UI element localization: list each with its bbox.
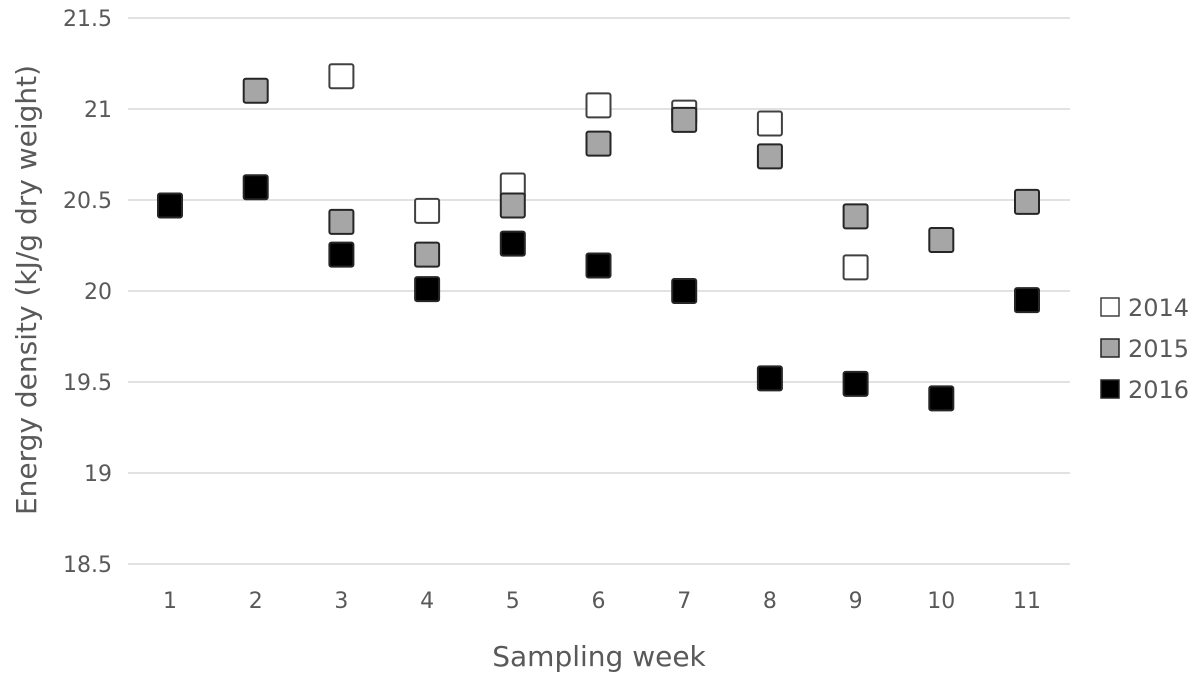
data-point-2016 bbox=[1014, 287, 1040, 314]
x-tick-label: 10 bbox=[927, 589, 955, 614]
legend-label: 2014 bbox=[1128, 294, 1189, 322]
data-point-2016 bbox=[842, 370, 869, 397]
legend-marker-2016 bbox=[1100, 379, 1120, 399]
data-point-2015 bbox=[756, 143, 783, 170]
data-point-2016 bbox=[157, 192, 183, 219]
y-tick-label: 20.5 bbox=[63, 189, 112, 214]
data-point-2015 bbox=[585, 130, 612, 157]
data-point-2014 bbox=[842, 254, 869, 281]
data-point-2015 bbox=[242, 77, 269, 104]
data-point-2016 bbox=[928, 385, 955, 412]
data-point-2015 bbox=[1014, 188, 1040, 215]
data-points bbox=[157, 63, 1040, 412]
data-point-2015 bbox=[499, 192, 526, 219]
x-tick-label: 4 bbox=[420, 589, 434, 614]
x-tick-label: 7 bbox=[677, 589, 691, 614]
x-axis-title: Sampling week bbox=[492, 640, 706, 673]
x-tick-label: 3 bbox=[334, 589, 348, 614]
x-tick-label: 6 bbox=[592, 589, 606, 614]
y-tick-label: 18.5 bbox=[63, 553, 112, 578]
data-point-2015 bbox=[328, 208, 355, 235]
x-tick-label: 11 bbox=[1013, 589, 1041, 614]
data-point-2016 bbox=[328, 241, 355, 268]
y-tick-label: 19.5 bbox=[63, 371, 112, 396]
y-tick-label: 20 bbox=[84, 280, 112, 305]
data-point-2015 bbox=[842, 203, 869, 230]
data-point-2015 bbox=[671, 106, 698, 133]
data-point-2014 bbox=[328, 63, 355, 90]
data-point-2016 bbox=[585, 252, 612, 279]
legend-marker-2015 bbox=[1100, 338, 1120, 358]
data-point-2016 bbox=[671, 278, 698, 304]
data-point-2016 bbox=[756, 365, 783, 392]
legend-label: 2015 bbox=[1128, 335, 1189, 363]
y-tick-label: 21 bbox=[84, 98, 112, 123]
data-point-2014 bbox=[585, 92, 612, 119]
y-axis-title: Energy density (kJ/g dry weight) bbox=[10, 65, 43, 515]
x-tick-label: 5 bbox=[506, 589, 520, 614]
data-point-2016 bbox=[414, 276, 441, 303]
x-tick-label: 8 bbox=[763, 589, 777, 614]
data-point-2014 bbox=[756, 110, 783, 137]
data-point-2015 bbox=[414, 241, 441, 268]
y-tick-label: 19 bbox=[84, 462, 112, 487]
y-axis-ticks: 18.5 19 19.5 20 20.5 21 21.5 bbox=[63, 7, 112, 578]
x-tick-label: 1 bbox=[163, 589, 177, 614]
y-tick-label: 21.5 bbox=[63, 7, 112, 32]
data-point-2015 bbox=[928, 227, 955, 254]
data-point-2016 bbox=[499, 230, 526, 257]
legend-marker-2014 bbox=[1100, 297, 1120, 317]
legend-label: 2016 bbox=[1128, 376, 1189, 404]
x-tick-label: 9 bbox=[849, 589, 863, 614]
x-tick-label: 2 bbox=[249, 589, 263, 614]
data-point-2014 bbox=[414, 197, 441, 224]
legend: 2014 2015 2016 bbox=[1100, 294, 1189, 404]
data-point-2016 bbox=[242, 174, 269, 201]
x-axis-ticks: 1 2 3 4 5 6 7 8 9 10 11 bbox=[163, 589, 1041, 614]
